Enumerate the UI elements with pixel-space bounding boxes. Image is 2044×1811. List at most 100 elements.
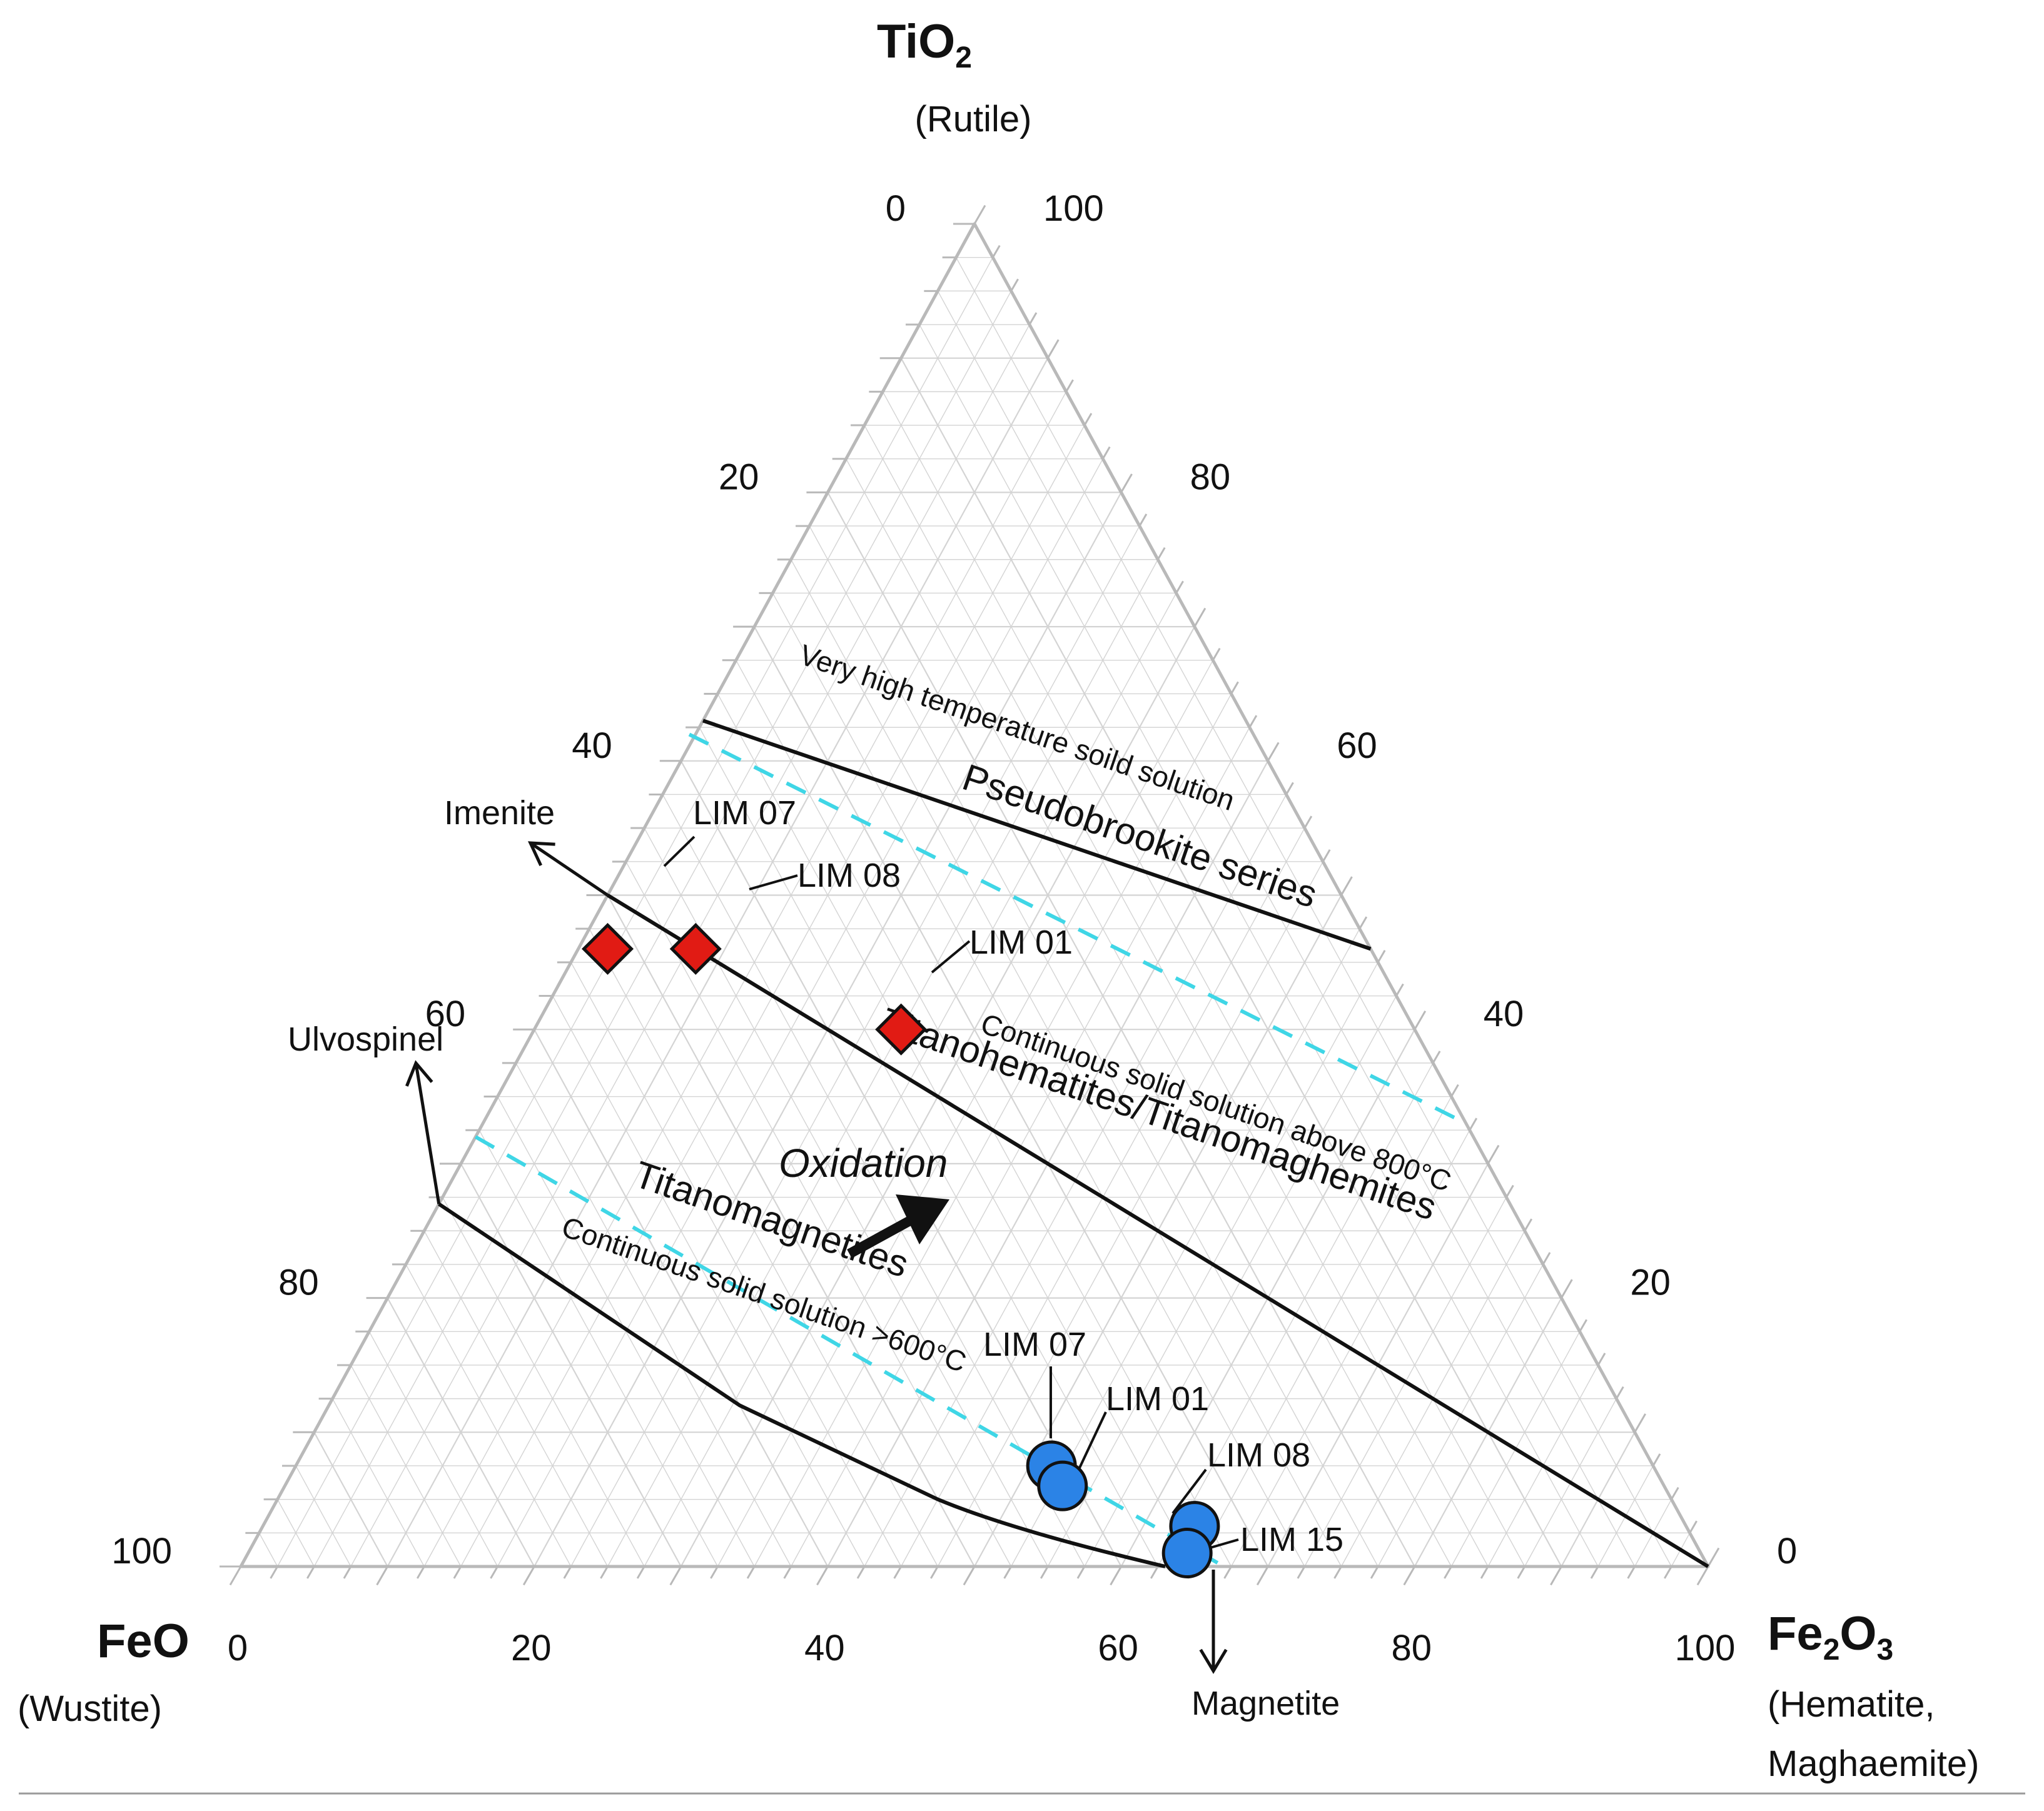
tick-mark bbox=[783, 1566, 792, 1579]
point-leader-line bbox=[663, 835, 696, 867]
data-point-circle-lim-15: LIM 15 bbox=[1161, 1521, 1343, 1579]
tick-mark bbox=[973, 204, 986, 224]
label-magnetite: Magnetite bbox=[1191, 1685, 1340, 1722]
grid-line bbox=[295, 1465, 352, 1567]
tick-mark bbox=[1370, 1566, 1379, 1579]
tick-mark bbox=[1138, 513, 1148, 527]
apex-left-mineral: (Wustite) bbox=[18, 1688, 162, 1729]
tick-mark bbox=[1671, 1486, 1679, 1500]
tick-mark bbox=[522, 1566, 535, 1586]
tick-mark bbox=[1156, 547, 1166, 560]
grid-line bbox=[515, 1062, 792, 1567]
grid-line bbox=[332, 1398, 425, 1567]
ulvospinel-arrow bbox=[405, 1060, 441, 1204]
tick-mark bbox=[1358, 916, 1368, 929]
grid-line bbox=[442, 1197, 645, 1567]
tick-mark bbox=[1542, 1252, 1551, 1265]
magnetite-arrow bbox=[1199, 1570, 1228, 1674]
tick-mark bbox=[376, 1566, 388, 1586]
diamond-marker bbox=[581, 922, 634, 975]
line-ulvospinel-magnetite bbox=[438, 1202, 1166, 1568]
circle-marker bbox=[1161, 1528, 1213, 1579]
tick-label-right: 20 bbox=[1630, 1263, 1671, 1303]
tick-mark bbox=[1517, 1566, 1526, 1579]
point-leader-line bbox=[931, 940, 971, 974]
tick-mark bbox=[1303, 815, 1313, 829]
tick-label-right: 100 bbox=[1043, 188, 1104, 229]
grid-line bbox=[534, 1029, 829, 1567]
grid-line bbox=[717, 694, 1195, 1567]
tick-mark bbox=[1212, 647, 1221, 661]
label-ulvospinel: Ulvospinel bbox=[288, 1021, 443, 1058]
apex-right-formula: Fe2O3 bbox=[1768, 1607, 1893, 1667]
data-point-diamond-lim-01: LIM 01 bbox=[875, 924, 1073, 1056]
grid-line bbox=[956, 257, 1672, 1567]
tick-mark bbox=[1696, 1566, 1709, 1586]
imenite-arrow-head bbox=[527, 841, 555, 866]
grid-line bbox=[809, 525, 1379, 1567]
oxidation-arrow-shaft bbox=[847, 1213, 917, 1259]
tick-mark bbox=[636, 1566, 645, 1579]
tick-mark bbox=[930, 1566, 939, 1579]
tick-mark bbox=[1403, 1566, 1416, 1586]
grid-line bbox=[460, 1163, 682, 1567]
point-leader-line bbox=[1171, 1468, 1207, 1515]
tick-label-right: 0 bbox=[1777, 1531, 1797, 1571]
grid-line bbox=[772, 593, 1305, 1567]
tick-mark bbox=[963, 1566, 976, 1586]
grid-line bbox=[258, 1532, 278, 1567]
magnetite-arrow-head bbox=[1199, 1648, 1228, 1674]
tick-label-right: 40 bbox=[1484, 994, 1524, 1034]
tick-mark bbox=[1664, 1566, 1672, 1579]
grid-line bbox=[313, 1431, 388, 1567]
point-leader-line bbox=[749, 874, 798, 890]
grid-line bbox=[919, 324, 1599, 1567]
tick-mark bbox=[1256, 1566, 1269, 1586]
tick-label-bottom: 40 bbox=[804, 1628, 845, 1668]
diamond-marker bbox=[669, 922, 722, 975]
tick-mark bbox=[1040, 1566, 1049, 1579]
grid-line bbox=[478, 1129, 719, 1567]
tick-mark bbox=[710, 1566, 719, 1579]
imenite-arrow-shaft bbox=[529, 841, 609, 897]
tick-mark bbox=[1223, 1566, 1232, 1579]
tick-mark bbox=[1076, 1566, 1086, 1579]
tick-mark bbox=[490, 1566, 498, 1579]
apex-top-mineral: (Rutile) bbox=[915, 99, 1032, 139]
data-point-diamond-lim-07: LIM 07 bbox=[581, 794, 796, 975]
point-leader-line bbox=[1210, 1538, 1239, 1549]
tick-mark bbox=[1414, 1011, 1427, 1030]
tick-mark bbox=[856, 1566, 866, 1579]
grid-line bbox=[423, 1230, 609, 1567]
grid-line bbox=[552, 996, 865, 1567]
tick-mark bbox=[1010, 278, 1019, 292]
tick-mark bbox=[416, 1566, 425, 1579]
tick-mark bbox=[1579, 1319, 1588, 1333]
diamond-marker bbox=[875, 1003, 928, 1056]
oxidation-arrow bbox=[847, 1194, 949, 1259]
tick-mark bbox=[746, 1566, 756, 1579]
tick-mark bbox=[1110, 1566, 1122, 1586]
tick-mark bbox=[343, 1566, 352, 1579]
line-very-high-temperature bbox=[702, 719, 1372, 951]
grid-layer bbox=[258, 256, 1691, 1567]
tick-label-bottom: 100 bbox=[1675, 1628, 1736, 1668]
apex-right-mineral-line2: Maghaemite) bbox=[1768, 1743, 1979, 1784]
grid-line bbox=[589, 928, 938, 1567]
tick-label-right: 60 bbox=[1337, 725, 1377, 766]
grid-line bbox=[882, 391, 1525, 1567]
tick-label-left: 20 bbox=[719, 457, 759, 497]
point-label: LIM 01 bbox=[1106, 1380, 1209, 1418]
grid-line bbox=[570, 962, 902, 1567]
tick-mark bbox=[1524, 1218, 1533, 1232]
tick-mark bbox=[1652, 1453, 1661, 1466]
imenite-arrow bbox=[527, 841, 609, 897]
apex-right-label: Fe2O3 (Hematite, Maghaemite) bbox=[1768, 1607, 1979, 1784]
grid-line bbox=[405, 1264, 572, 1567]
tick-mark bbox=[1561, 1279, 1573, 1299]
field-lines-layer bbox=[405, 719, 1709, 1674]
tick-mark bbox=[1450, 1084, 1459, 1097]
point-label: LIM 08 bbox=[1207, 1436, 1310, 1474]
